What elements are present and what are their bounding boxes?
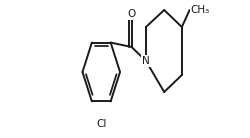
Text: Cl: Cl bbox=[96, 119, 106, 129]
Text: CH₃: CH₃ bbox=[191, 5, 210, 15]
Text: O: O bbox=[128, 9, 136, 19]
Text: N: N bbox=[142, 56, 150, 66]
